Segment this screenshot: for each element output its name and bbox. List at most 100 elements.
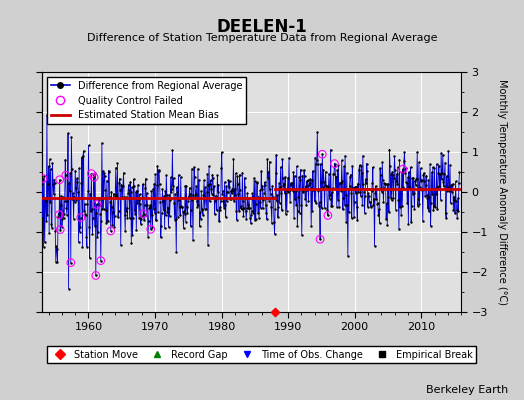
Point [281, 211, 290, 218]
Point [242, 216, 250, 222]
Point [385, 209, 393, 216]
Point [140, 202, 149, 208]
Point [204, 182, 213, 189]
Point [133, 200, 141, 206]
Point [358, 202, 366, 208]
Point [367, 188, 376, 194]
Point [149, 206, 158, 212]
Point [168, 147, 177, 154]
Point [425, 208, 433, 214]
Point [133, 188, 141, 194]
Point [77, 214, 85, 221]
Point [106, 228, 115, 234]
Point [405, 183, 413, 189]
Point [297, 166, 305, 173]
Point [411, 182, 420, 188]
Point [81, 200, 89, 207]
Point [136, 201, 145, 208]
Point [410, 206, 419, 213]
Point [169, 182, 177, 189]
Point [144, 234, 152, 240]
Point [450, 196, 458, 203]
Point [60, 198, 69, 204]
Point [172, 184, 181, 190]
Point [373, 201, 381, 208]
Point [454, 208, 463, 214]
Point [311, 200, 320, 206]
Point [141, 184, 149, 191]
Point [420, 170, 428, 176]
Point [343, 202, 352, 208]
Point [356, 193, 365, 199]
Point [206, 181, 214, 188]
Point [234, 181, 242, 187]
Point [403, 174, 412, 181]
Point [432, 190, 440, 197]
Point [47, 166, 55, 172]
Point [119, 183, 127, 189]
Point [277, 189, 286, 196]
Point [296, 176, 304, 183]
Point [397, 212, 406, 218]
Point [253, 180, 261, 186]
Point [278, 156, 287, 162]
Point [258, 182, 267, 189]
Point [223, 189, 232, 195]
Point [262, 210, 270, 216]
Point [236, 205, 245, 212]
Point [189, 192, 198, 198]
Point [363, 160, 371, 167]
Point [194, 202, 203, 208]
Point [417, 178, 425, 185]
Point [399, 184, 408, 190]
Point [185, 184, 194, 191]
Point [230, 155, 238, 162]
Point [159, 207, 168, 213]
Point [200, 177, 208, 184]
Point [137, 216, 146, 222]
Point [379, 177, 387, 183]
Point [79, 152, 87, 159]
Point [285, 154, 293, 161]
Point [420, 178, 429, 184]
Point [231, 186, 239, 192]
Point [190, 174, 199, 180]
Point [317, 179, 325, 186]
Point [73, 175, 81, 182]
Point [54, 214, 62, 220]
Point [342, 219, 351, 225]
Point [108, 204, 116, 210]
Point [207, 186, 215, 192]
Point [388, 197, 396, 203]
Point [300, 167, 308, 173]
Point [451, 178, 460, 185]
Point [334, 196, 342, 203]
Point [44, 181, 52, 188]
Point [120, 194, 128, 200]
Point [92, 272, 100, 279]
Point [40, 239, 49, 245]
Point [257, 168, 266, 174]
Point [185, 193, 193, 199]
Point [165, 192, 173, 198]
Point [85, 224, 93, 230]
Point [256, 205, 265, 211]
Point [263, 156, 271, 163]
Point [273, 192, 281, 198]
Point [450, 194, 458, 200]
Point [45, 230, 53, 236]
Point [275, 180, 283, 187]
Point [436, 170, 444, 177]
Point [380, 185, 388, 191]
Point [63, 212, 71, 218]
Point [132, 188, 140, 195]
Point [84, 142, 93, 148]
Point [60, 211, 68, 218]
Point [354, 189, 363, 196]
Point [43, 112, 51, 118]
Point [249, 193, 257, 200]
Point [151, 171, 159, 178]
Point [336, 180, 345, 186]
Point [201, 184, 210, 190]
Point [372, 183, 380, 189]
